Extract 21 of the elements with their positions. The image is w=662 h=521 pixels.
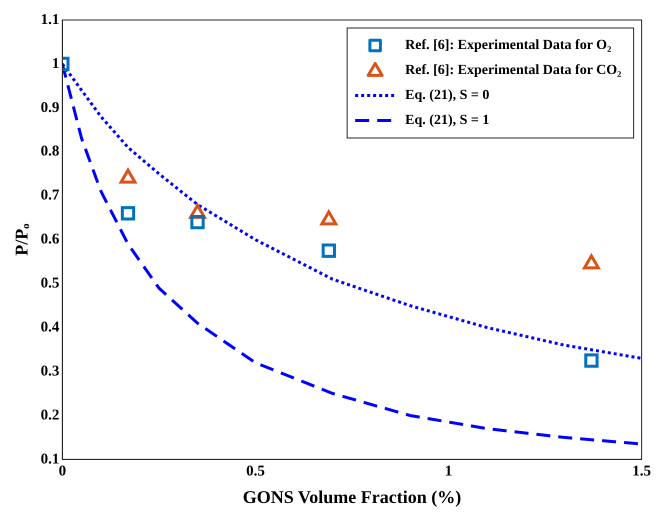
legend-label: Eq. (21), S = 0 — [405, 88, 490, 104]
x-tick-label: 1.5 — [632, 463, 651, 480]
y-tick-label: 1 — [52, 56, 60, 72]
x-tick-label: 0.5 — [246, 463, 265, 480]
y-tick-label: 0.2 — [40, 407, 60, 424]
y-tick-label: 0.1 — [40, 451, 60, 468]
legend-label: Ref. [6]: Experimental Data for O₂ — [405, 38, 612, 54]
x-tick-label: 1 — [444, 463, 452, 480]
y-tick-label: 0.6 — [40, 232, 60, 248]
legend-label: Eq. (21), S = 1 — [405, 113, 490, 128]
y-tick-label: 0.3 — [40, 363, 60, 380]
legend-label: Ref. [6]: Experimental Data for CO₂ — [405, 63, 622, 78]
y-tick-label: 0.4 — [40, 319, 60, 336]
y-tick-label: 0.5 — [40, 276, 60, 292]
y-tick-label: 1.1 — [40, 12, 60, 28]
y-tick-label: 0.7 — [40, 188, 60, 204]
y-tick-label: 0.9 — [40, 100, 60, 116]
x-axis-title: GONS Volume Fraction (%) — [242, 486, 462, 507]
x-tick-label: 0 — [58, 463, 66, 480]
y-axis-title: P/Pₒ — [11, 224, 32, 256]
y-tick-label: 0.8 — [40, 144, 60, 160]
